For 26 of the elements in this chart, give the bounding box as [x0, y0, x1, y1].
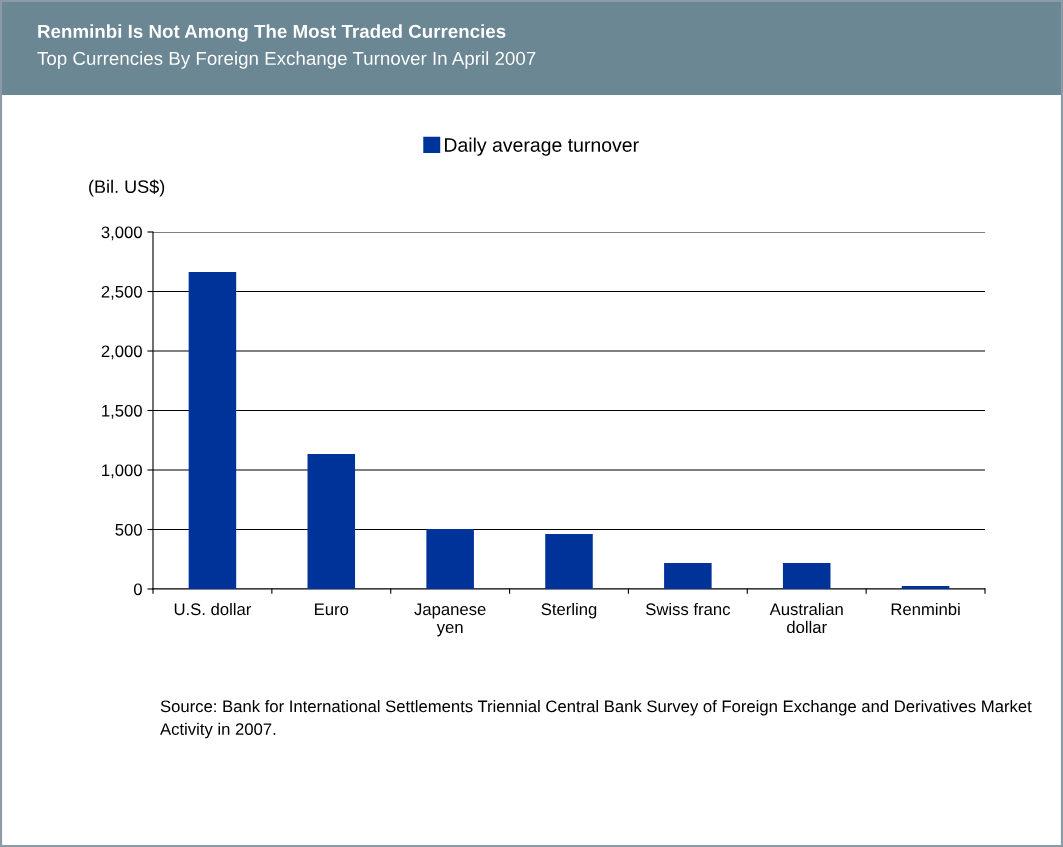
x-tick-label: Renminbi [891, 602, 960, 616]
bar [545, 534, 593, 589]
x-tick-label: Sterling [541, 602, 597, 619]
y-tick-label: 3,000 [101, 226, 142, 241]
bar [664, 563, 712, 589]
y-axis-title: (Bil. US$) [89, 179, 165, 197]
chart-title: Renminbi Is Not Among The Most Traded Currencies [38, 24, 506, 42]
x-tick-label: Euro [315, 603, 349, 616]
bar [426, 528, 474, 589]
x-tick-label: Australian dollar [769, 602, 843, 634]
y-tick-label: 500 [115, 523, 142, 536]
chart-subtitle: Top Currencies By Foreign Exchange Turnover In April 2007 [37, 51, 536, 69]
y-tick-label: 0 [133, 583, 142, 596]
bar [782, 563, 831, 589]
y-tick-label: 2,000 [101, 345, 142, 360]
legend-label: Daily average turnover [445, 137, 639, 156]
x-tick-label: Japanese yen [414, 603, 486, 637]
bar [901, 586, 950, 589]
bar [188, 271, 237, 589]
bar [307, 454, 356, 589]
source-note: Source: Bank for International Settlements Triennial Central Bank Survey of Foreign Exchange and Derivatives Market Activity in 2007. [160, 700, 1032, 739]
y-tick-label: 2,500 [101, 285, 142, 300]
x-tick-label: U.S. dollar [174, 602, 252, 616]
y-tick-label: 1,500 [102, 404, 142, 419]
y-tick-label: 1,000 [102, 464, 142, 479]
x-tick-label: Swiss franc [646, 602, 731, 616]
